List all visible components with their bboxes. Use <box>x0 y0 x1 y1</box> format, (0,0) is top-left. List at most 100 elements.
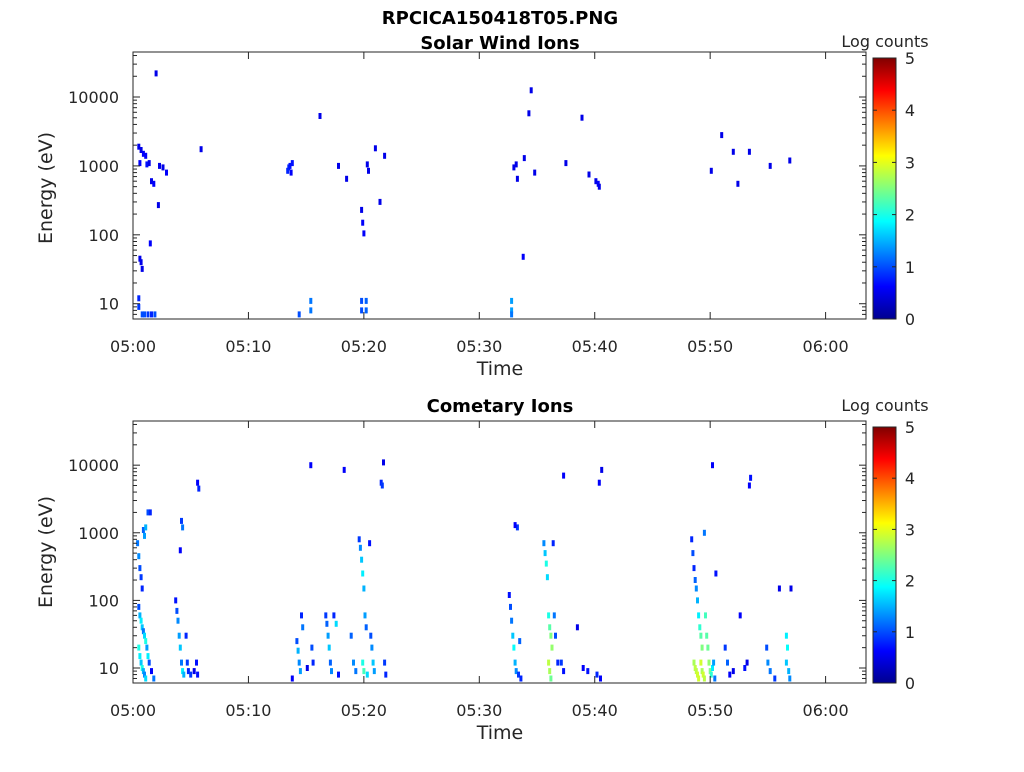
data-cell <box>296 647 300 654</box>
data-cell <box>521 253 525 260</box>
figure-title: RPCICA150418T05.PNG <box>382 8 618 29</box>
data-cell <box>177 632 181 639</box>
data-cell <box>699 659 703 666</box>
data-cell <box>692 659 696 666</box>
data-cell <box>372 668 376 675</box>
data-cell <box>147 659 151 666</box>
data-cell <box>290 675 294 682</box>
data-cell <box>784 659 788 666</box>
data-cell <box>144 675 148 682</box>
x-tick-label: 05:00 <box>110 701 156 720</box>
data-cell <box>337 162 340 169</box>
data-cell <box>562 668 566 675</box>
data-cell <box>301 624 305 631</box>
data-cell <box>365 671 369 678</box>
data-cell <box>787 668 791 675</box>
data-cell <box>289 169 293 176</box>
y-axis-label: Energy (eV) <box>35 496 57 608</box>
data-cell <box>139 147 143 153</box>
data-cell <box>174 597 178 604</box>
data-cell <box>378 198 382 205</box>
data-cell <box>705 632 709 639</box>
data-cell <box>696 671 699 678</box>
data-cell <box>137 303 141 310</box>
data-cell <box>550 644 554 651</box>
data-cell <box>361 219 365 226</box>
y-tick-label: 10000 <box>68 88 119 107</box>
colorbar-gradient <box>872 57 897 320</box>
data-cell <box>597 479 601 486</box>
data-cell <box>694 668 698 675</box>
data-cell <box>337 671 340 678</box>
data-cell <box>152 675 156 682</box>
colorbar-tick-label: 1 <box>905 623 915 642</box>
x-tick-label: 05:20 <box>341 701 387 720</box>
data-cell <box>509 603 512 610</box>
axes: 05:00 05:10 05:20 05:30 05:40 05:50 06:00 10 100… <box>68 420 867 720</box>
data-cell <box>384 671 388 678</box>
data-cell <box>362 668 366 675</box>
x-tick-label: 05:20 <box>341 337 387 356</box>
data-cell <box>549 632 553 639</box>
data-cell <box>199 146 203 153</box>
data-cell <box>141 527 145 533</box>
data-cell <box>697 675 701 682</box>
data-cell <box>363 612 367 619</box>
data-cell <box>768 162 772 169</box>
data-cell <box>178 547 182 554</box>
data-cell <box>180 659 183 666</box>
data-cell <box>146 311 150 318</box>
data-cell <box>360 307 364 314</box>
data-cell <box>513 659 517 666</box>
data-cell <box>140 311 144 318</box>
data-cell <box>702 675 706 682</box>
data-cell <box>368 540 372 547</box>
data-cell <box>137 644 141 651</box>
data-cell <box>709 167 713 174</box>
data-cell <box>139 574 143 581</box>
data-cell <box>148 509 152 516</box>
data-cell <box>143 632 146 639</box>
data-cell <box>594 178 598 185</box>
data-cell <box>141 628 145 635</box>
data-cell <box>141 668 145 675</box>
data-cell <box>143 671 146 678</box>
data-cell <box>311 659 315 666</box>
data-cell <box>698 624 702 631</box>
data-cell <box>784 632 788 639</box>
data-cell <box>547 659 551 666</box>
data-cell <box>197 485 201 492</box>
data-cell <box>342 466 346 473</box>
data-cell <box>140 624 144 631</box>
data-cell <box>305 665 309 671</box>
data-cell <box>745 659 749 666</box>
data-cell <box>365 161 369 168</box>
data-cell <box>181 524 185 531</box>
data-cell <box>332 612 336 619</box>
y-tick-label: 10 <box>99 659 119 678</box>
data-cell <box>595 671 599 678</box>
data-cell <box>143 532 146 539</box>
data-cell <box>708 668 712 675</box>
data-cell <box>709 671 713 678</box>
data-cell <box>150 311 153 318</box>
data-cell <box>185 659 189 666</box>
data-cell <box>349 632 353 639</box>
data-cell <box>189 671 193 678</box>
data-cell <box>513 522 517 529</box>
data-cell <box>139 617 143 624</box>
x-tick-label: 05:40 <box>572 701 618 720</box>
data-cell <box>180 517 183 524</box>
data-cell <box>153 311 157 318</box>
plot-frame <box>132 420 867 684</box>
data-cell <box>328 659 332 666</box>
data-cell <box>140 265 144 272</box>
data-cell <box>581 665 585 671</box>
data-cell <box>773 675 777 682</box>
data-cell <box>522 155 526 162</box>
data-cell <box>352 659 355 666</box>
data-cell <box>518 638 522 645</box>
data-cell <box>510 307 514 314</box>
data-cell <box>290 160 294 167</box>
data-cell <box>533 169 537 176</box>
